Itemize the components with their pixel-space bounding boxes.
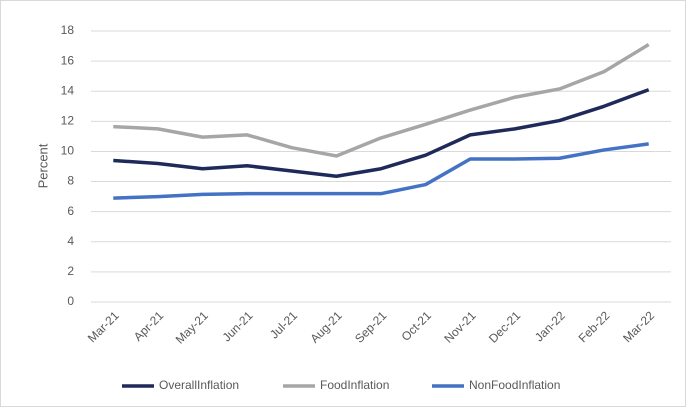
line-series [113,88,650,179]
line-series [113,142,649,200]
legend-label: NonFoodInflation [469,378,560,392]
y-tick-label: 4 [67,234,74,248]
y-axis-label: Percent [35,143,50,188]
y-tick-label: 18 [61,23,75,37]
y-tick-label: 16 [61,53,75,67]
line-series [113,43,650,158]
y-tick-label: 8 [67,174,74,188]
legend-label: FoodInflation [320,378,389,392]
y-tick-label: 0 [67,294,74,308]
y-tick-label: 10 [61,144,75,158]
y-tick-label: 12 [61,114,75,128]
y-tick-label: 2 [67,264,74,278]
y-tick-label: 6 [67,204,74,218]
y-tick-label: 14 [61,83,75,97]
legend-label: OverallInflation [159,378,239,392]
